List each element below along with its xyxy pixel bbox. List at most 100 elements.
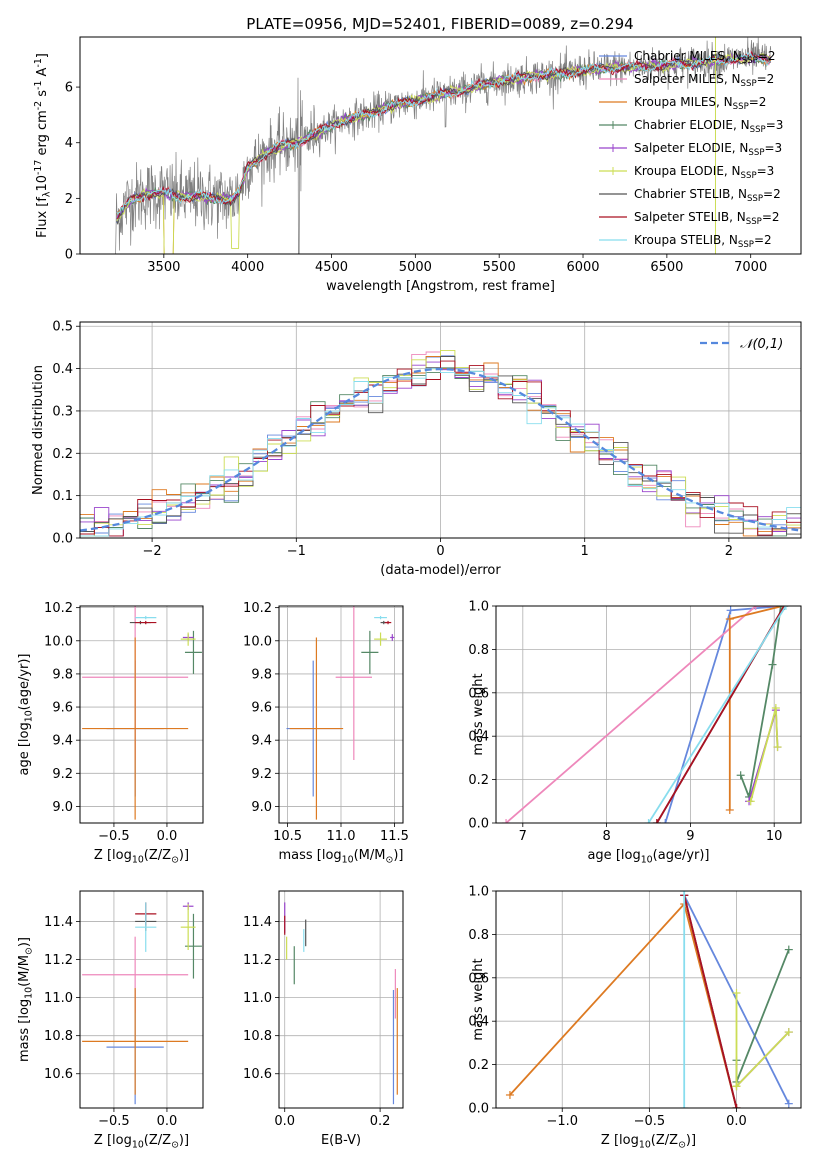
y-tick-label: 10.6	[44, 1067, 73, 1082]
legend-label: Salpeter ELODIE, NSSP=3	[634, 141, 782, 158]
y-tick-label: 11.4	[44, 915, 73, 930]
y-tick-label: 9.8	[251, 667, 272, 682]
legend-label: Salpeter STELIB, NSSP=2	[634, 210, 780, 227]
weight-vs-age-panel: 7 8 9 10 0.0 0.2 0.4 0.6 0.8 1.0 age [log10(age/yr…	[468, 600, 802, 865]
legend-label: Chabrier STELIB, NSSP=2	[634, 187, 781, 204]
residual-legend: 𝒩(0,1)	[700, 337, 783, 352]
weight-line	[647, 606, 787, 823]
residual-histogram	[80, 368, 801, 537]
y-tick-label: 10.0	[44, 634, 73, 649]
weight-line	[683, 895, 738, 1108]
x-tick-label: −0.5	[634, 1114, 666, 1129]
x-tick-label: 0.0	[274, 1114, 295, 1129]
x-tick-label: 0.0	[157, 829, 178, 844]
y-tick-label: 10.0	[243, 634, 272, 649]
x-tick-label: 10	[766, 829, 783, 844]
y-tick-label: 6	[65, 81, 73, 96]
y-tick-label: 9.6	[251, 701, 272, 716]
x-tick-label: −0.5	[98, 1114, 130, 1129]
y-axis-label: Flux [fλ10-17 erg cm-2 s-1 A-1]	[33, 53, 52, 238]
x-tick-label: 7000	[734, 260, 767, 275]
age-vs-mass-panel: 10.5 11.0 11.5 9.0 9.2 9.4 9.6 9.8 10.0 10.2 mass …	[243, 601, 409, 865]
x-tick-label: 0	[436, 544, 444, 559]
spectrum-lines	[115, 37, 772, 254]
y-tick-label: 10.8	[44, 1029, 73, 1044]
y-tick-label: 9.4	[251, 734, 272, 749]
y-tick-label: 11.0	[243, 991, 272, 1006]
x-tick-label: −1	[287, 544, 306, 559]
spectrum-panel: 3500 4000 4500 5000 5500 6000 6500 7000 0 2 4 6 wave…	[33, 36, 802, 294]
y-tick-label: 0.2	[52, 447, 73, 462]
residual-histograms	[80, 349, 801, 537]
legend-label: Kroupa MILES, NSSP=2	[634, 95, 766, 112]
y-tick-label: 0.0	[52, 532, 73, 547]
y-tick-label: 10.8	[243, 1029, 272, 1044]
errorbar-group	[82, 902, 202, 1105]
x-axis-label: mass [log10(M/M⊙)]	[278, 848, 403, 865]
residual-histogram-panel: −2 −1 0 1 2 0.0 0.1 0.2 0.3 0.4 0.5 (data-model)/er…	[31, 320, 802, 578]
x-tick-label: 8	[602, 829, 610, 844]
x-axis-label: age [log10(age/yr)]	[587, 848, 709, 865]
y-tick-label: 0.2	[468, 773, 489, 788]
x-axis-label: Z [log10(Z/Z⊙)]	[94, 1133, 189, 1150]
x-tick-label: 4500	[315, 260, 348, 275]
y-axis-label: mass weight	[471, 673, 486, 755]
y-tick-label: 0.4	[468, 1015, 489, 1030]
mass-vs-ebv-panel: 0.0 0.2 10.6 10.8 11.0 11.2 11.4 E(B-V)	[243, 890, 404, 1148]
model-spectrum-line	[116, 52, 772, 220]
y-axis-label: age [log10(age/yr)]	[17, 653, 34, 775]
y-tick-label: 0.4	[52, 362, 73, 377]
y-tick-label: 9.6	[52, 701, 73, 716]
y-axis-label: Normed distribution	[31, 365, 46, 495]
x-tick-label: 1	[581, 544, 589, 559]
x-tick-label: −0.5	[98, 829, 130, 844]
y-tick-label: 0.8	[468, 928, 489, 943]
weight-line	[505, 606, 783, 823]
y-tick-label: 1.0	[468, 885, 489, 900]
legend-label: Kroupa STELIB, NSSP=2	[634, 233, 772, 250]
y-tick-label: 10.2	[44, 601, 73, 616]
x-axis-label: Z [log10(Z/Z⊙)]	[601, 1133, 696, 1150]
axes-frame	[79, 36, 802, 255]
y-tick-label: 4	[65, 136, 73, 151]
y-tick-label: 11.0	[44, 991, 73, 1006]
x-tick-label: 2	[725, 544, 733, 559]
x-tick-label: 9	[686, 829, 694, 844]
y-tick-label: 10.2	[243, 601, 272, 616]
axes-frame	[79, 321, 802, 539]
axes-frame	[79, 605, 204, 824]
y-tick-label: 11.2	[243, 953, 272, 968]
x-tick-label: 6500	[650, 260, 683, 275]
legend-label: Chabrier ELODIE, NSSP=3	[634, 118, 783, 135]
y-tick-label: 9.2	[251, 767, 272, 782]
legend-label: Chabrier MILES, NSSP=2	[634, 49, 776, 66]
y-tick-label: 0.3	[52, 404, 73, 419]
x-tick-label: −2	[143, 544, 162, 559]
y-axis-label: mass weight	[471, 958, 486, 1040]
axes-frame	[278, 890, 404, 1109]
axes-frame	[495, 890, 802, 1109]
x-tick-label: 3500	[147, 260, 180, 275]
y-tick-label: 0.5	[52, 320, 73, 335]
weight-line	[749, 707, 779, 802]
weight-line	[739, 606, 782, 801]
y-tick-label: 1.0	[468, 600, 489, 615]
x-tick-label: 6000	[566, 260, 599, 275]
errorbar-group	[82, 606, 202, 820]
weight-lines	[505, 891, 793, 1108]
weight-lines	[502, 606, 790, 823]
y-tick-label: 0.6	[468, 686, 489, 701]
weight-line	[735, 993, 790, 1089]
y-tick-label: 0.6	[468, 971, 489, 986]
x-tick-label: 11.5	[380, 829, 409, 844]
legend-label: Salpeter MILES, NSSP=2	[634, 72, 774, 89]
x-tick-label: 0.0	[726, 1114, 747, 1129]
y-tick-label: 11.2	[44, 953, 73, 968]
model-spectrum-line	[116, 52, 771, 216]
errorbar-group	[284, 902, 398, 1105]
x-tick-label: 5500	[483, 260, 516, 275]
axes-frame	[495, 605, 802, 824]
axes-frame	[278, 605, 404, 824]
y-tick-label: 9.2	[52, 767, 73, 782]
axes-frame	[79, 890, 204, 1109]
